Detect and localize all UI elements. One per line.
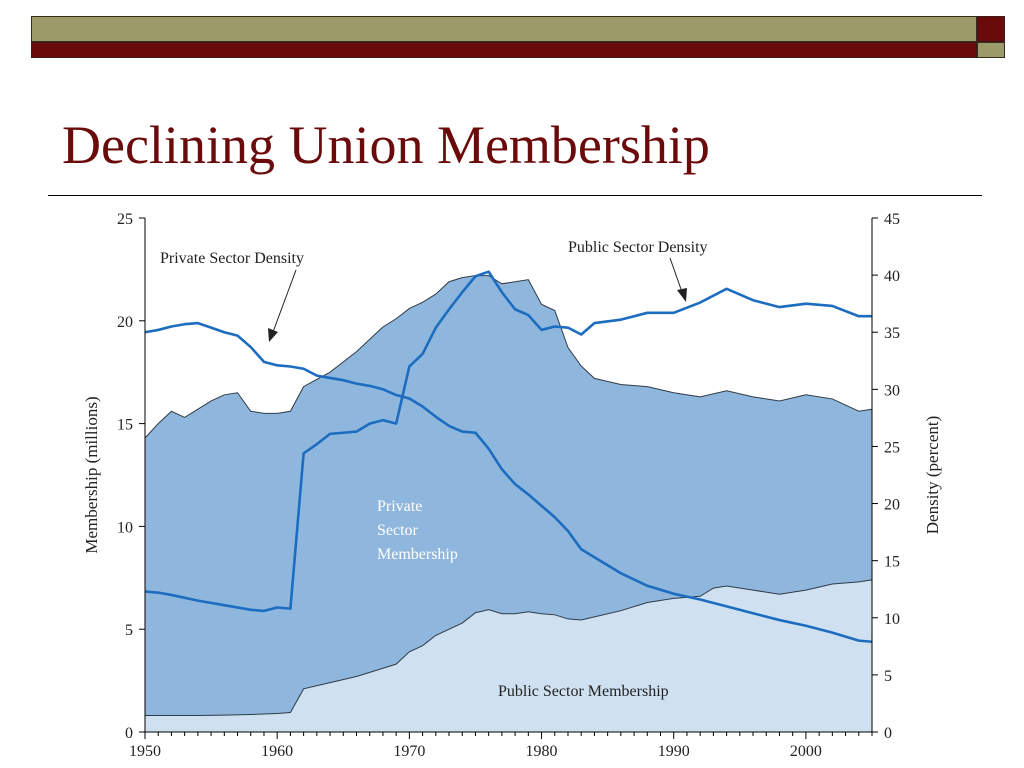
decoration-olive-band [31, 16, 977, 42]
private-density-annotation: Private Sector Density [160, 250, 304, 267]
y-left-tick-label: 25 [117, 211, 133, 228]
decoration-olive-square [977, 42, 1005, 58]
title-rule [48, 195, 982, 196]
public-density-annotation: Public Sector Density [568, 239, 708, 256]
public-membership-area [144, 579, 873, 733]
public-density-line [144, 270, 872, 613]
y-left-tick-label: 5 [125, 622, 133, 639]
decoration-maroon-square [977, 16, 1005, 42]
y-right-tick-label: 45 [884, 211, 900, 228]
private-density-pointer [272, 269, 297, 333]
x-tick-label: 1970 [393, 743, 425, 760]
public-density-pointer [669, 257, 683, 293]
union-membership-chart: 0 5 10 15 20 25 0 5 10 15 20 25 30 35 40 45 1950 1960 1970… [82, 211, 942, 760]
private-membership-label-line: Membership [377, 546, 458, 563]
slide-title: Declining Union Membership [62, 115, 710, 175]
y-left-axis-label: Membership (millions) [82, 396, 101, 553]
x-tick-label: 1990 [658, 743, 690, 760]
y-left-tick-label: 10 [117, 519, 133, 536]
y-right-tick-label: 40 [884, 268, 900, 285]
y-right-tick-label: 35 [884, 325, 900, 342]
private-membership-label-line: Private [377, 498, 422, 515]
y-right-tick-label: 15 [884, 554, 900, 571]
private-density-arrowhead [268, 328, 278, 342]
private-density-line [144, 321, 873, 644]
x-tick-label: 1950 [129, 743, 161, 760]
y-right-tick-label: 10 [884, 611, 900, 628]
y-right-tick-label: 5 [884, 668, 892, 685]
x-tick-label: 1960 [261, 743, 293, 760]
private-membership-label-line: Sector [377, 522, 419, 539]
y-left-tick-label: 15 [117, 417, 133, 434]
public-density-arrowhead [677, 288, 687, 302]
y-right-tick-label: 30 [884, 382, 900, 399]
y-right-tick-label: 25 [884, 439, 900, 456]
x-tick-label: 2000 [790, 743, 822, 760]
y-right-tick-label: 20 [884, 497, 900, 514]
public-membership-annotation: Public Sector Membership [498, 683, 669, 700]
y-right-tick-label: 0 [884, 725, 892, 742]
x-tick-label: 1980 [526, 743, 558, 760]
y-right-axis-label: Density (percent) [923, 416, 942, 534]
decoration-maroon-band [31, 42, 977, 58]
y-left-tick-label: 20 [117, 314, 133, 331]
title-decoration-bar [31, 16, 1005, 58]
y-left-tick-label: 0 [125, 725, 133, 742]
